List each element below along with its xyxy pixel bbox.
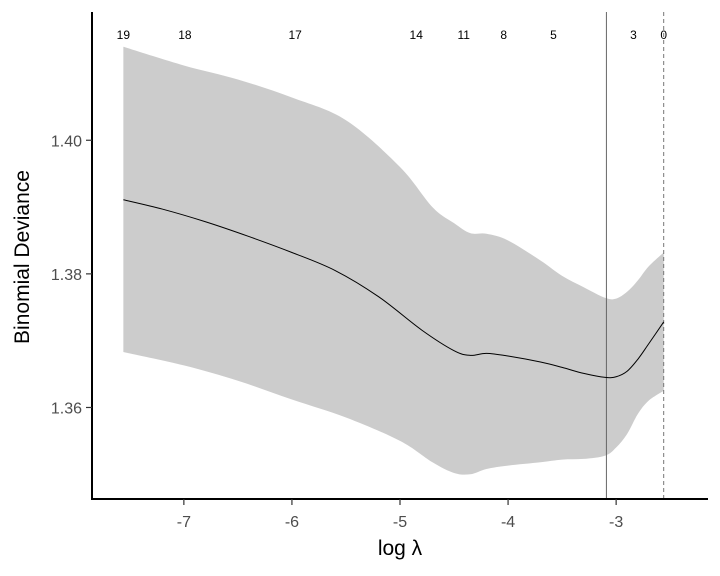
x-tick-label: -5 bbox=[393, 514, 407, 531]
x-tick-label: -4 bbox=[501, 514, 515, 531]
confidence-band bbox=[123, 46, 664, 475]
mean-deviance-line bbox=[123, 199, 665, 379]
x-tick-label: -7 bbox=[177, 514, 191, 531]
y-tick-label: 1.40 bbox=[51, 133, 82, 150]
x-tick-label: -6 bbox=[285, 514, 299, 531]
x-axis-title: log λ bbox=[378, 537, 423, 560]
top-count-label: 0 bbox=[660, 28, 667, 42]
top-count-labels: 19 18 17 14 11 8 5 3 0 bbox=[117, 28, 668, 42]
top-count-label: 17 bbox=[288, 28, 302, 42]
axis-ticks: -7 -6 -5 -4 -3 1.36 1.38 1.40 bbox=[51, 133, 623, 531]
top-count-label: 11 bbox=[458, 28, 471, 42]
top-count-label: 8 bbox=[500, 28, 507, 42]
top-count-label: 5 bbox=[550, 28, 557, 42]
y-axis-title: Binomial Deviance bbox=[11, 170, 34, 344]
y-tick-label: 1.36 bbox=[51, 400, 82, 417]
top-count-label: 19 bbox=[117, 28, 131, 42]
x-tick-label: -3 bbox=[609, 514, 623, 531]
top-count-label: 14 bbox=[410, 28, 424, 42]
top-count-label: 3 bbox=[630, 28, 637, 42]
top-count-label: 18 bbox=[178, 28, 192, 42]
plot-area bbox=[123, 12, 665, 499]
y-tick-label: 1.38 bbox=[51, 267, 82, 284]
